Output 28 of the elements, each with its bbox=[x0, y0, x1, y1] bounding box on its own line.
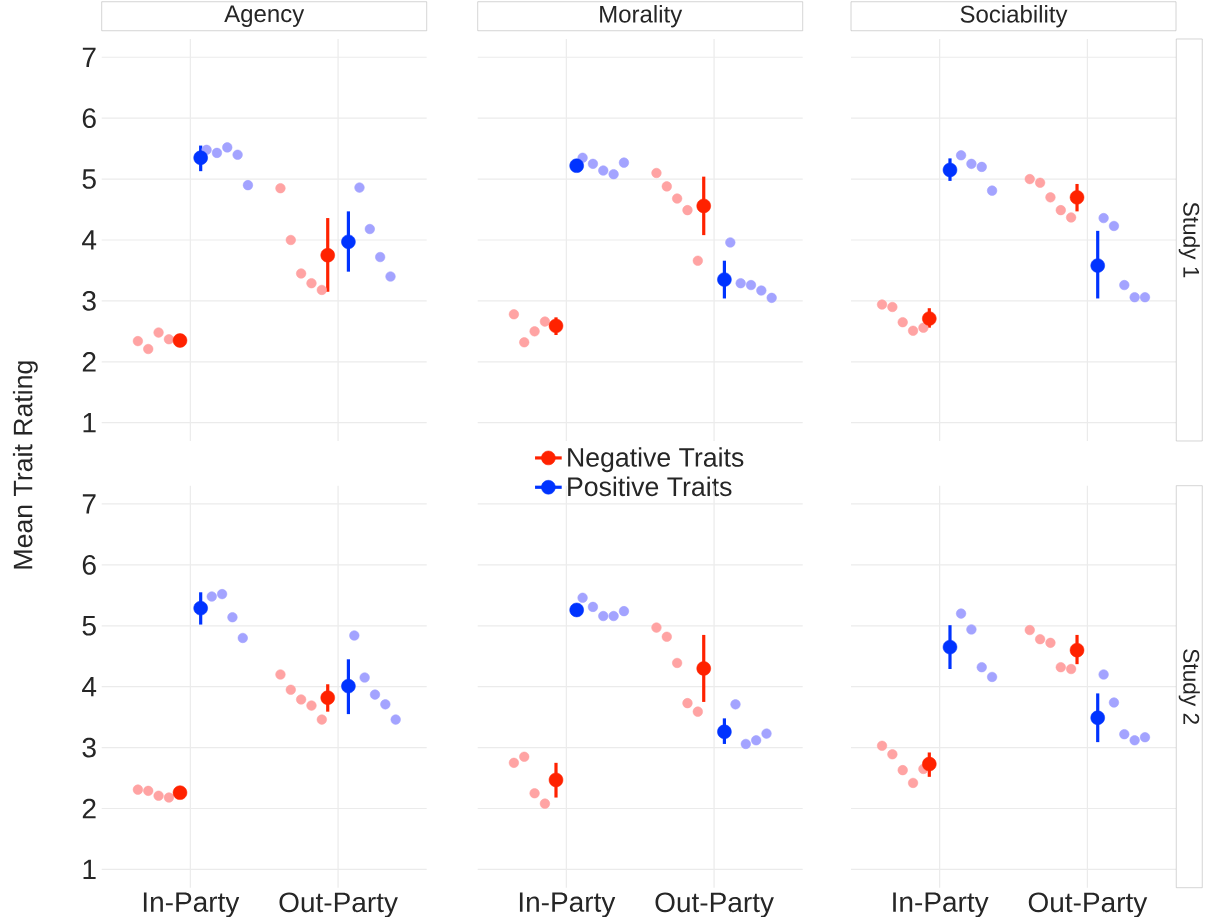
x-tick-label: Out-Party bbox=[279, 892, 398, 917]
legend-label: Negative Traits bbox=[568, 447, 744, 473]
y-tick-label: 6 bbox=[82, 108, 96, 129]
x-tick-label: Out-Party bbox=[655, 892, 774, 917]
text: Study 2 bbox=[1178, 649, 1200, 724]
chart-title: Sociability bbox=[960, 5, 1068, 28]
chart-title: Morality bbox=[600, 5, 683, 28]
y-tick-label: 2 bbox=[82, 798, 96, 819]
y-tick-label: 7 bbox=[82, 494, 96, 514]
y-tick-label: 3 bbox=[82, 737, 96, 758]
y-tick-label: 5 bbox=[82, 616, 96, 636]
x-tick-label: In-Party bbox=[519, 892, 616, 917]
y-axis-title: Mean Trait Rating bbox=[12, 361, 38, 569]
x-tick-label: Out-Party bbox=[1028, 892, 1148, 917]
y-tick-label: 5 bbox=[82, 169, 96, 189]
text: Study 1 bbox=[1178, 202, 1200, 278]
y-tick-label: 2 bbox=[82, 352, 96, 372]
y-tick-label: 7 bbox=[82, 47, 96, 67]
y-tick-label: 3 bbox=[82, 290, 96, 311]
legend-label: Positive Traits bbox=[568, 476, 732, 497]
y-tick-label: 1 bbox=[83, 413, 96, 433]
chart-title: Agency bbox=[224, 5, 305, 27]
y-tick-label: 6 bbox=[82, 554, 96, 575]
y-tick-label: 4 bbox=[82, 677, 97, 697]
x-tick-label: In-Party bbox=[893, 892, 989, 917]
y-tick-label: 4 bbox=[82, 230, 97, 250]
x-tick-label: In-Party bbox=[143, 892, 240, 917]
y-tick-label: 1 bbox=[83, 859, 96, 880]
